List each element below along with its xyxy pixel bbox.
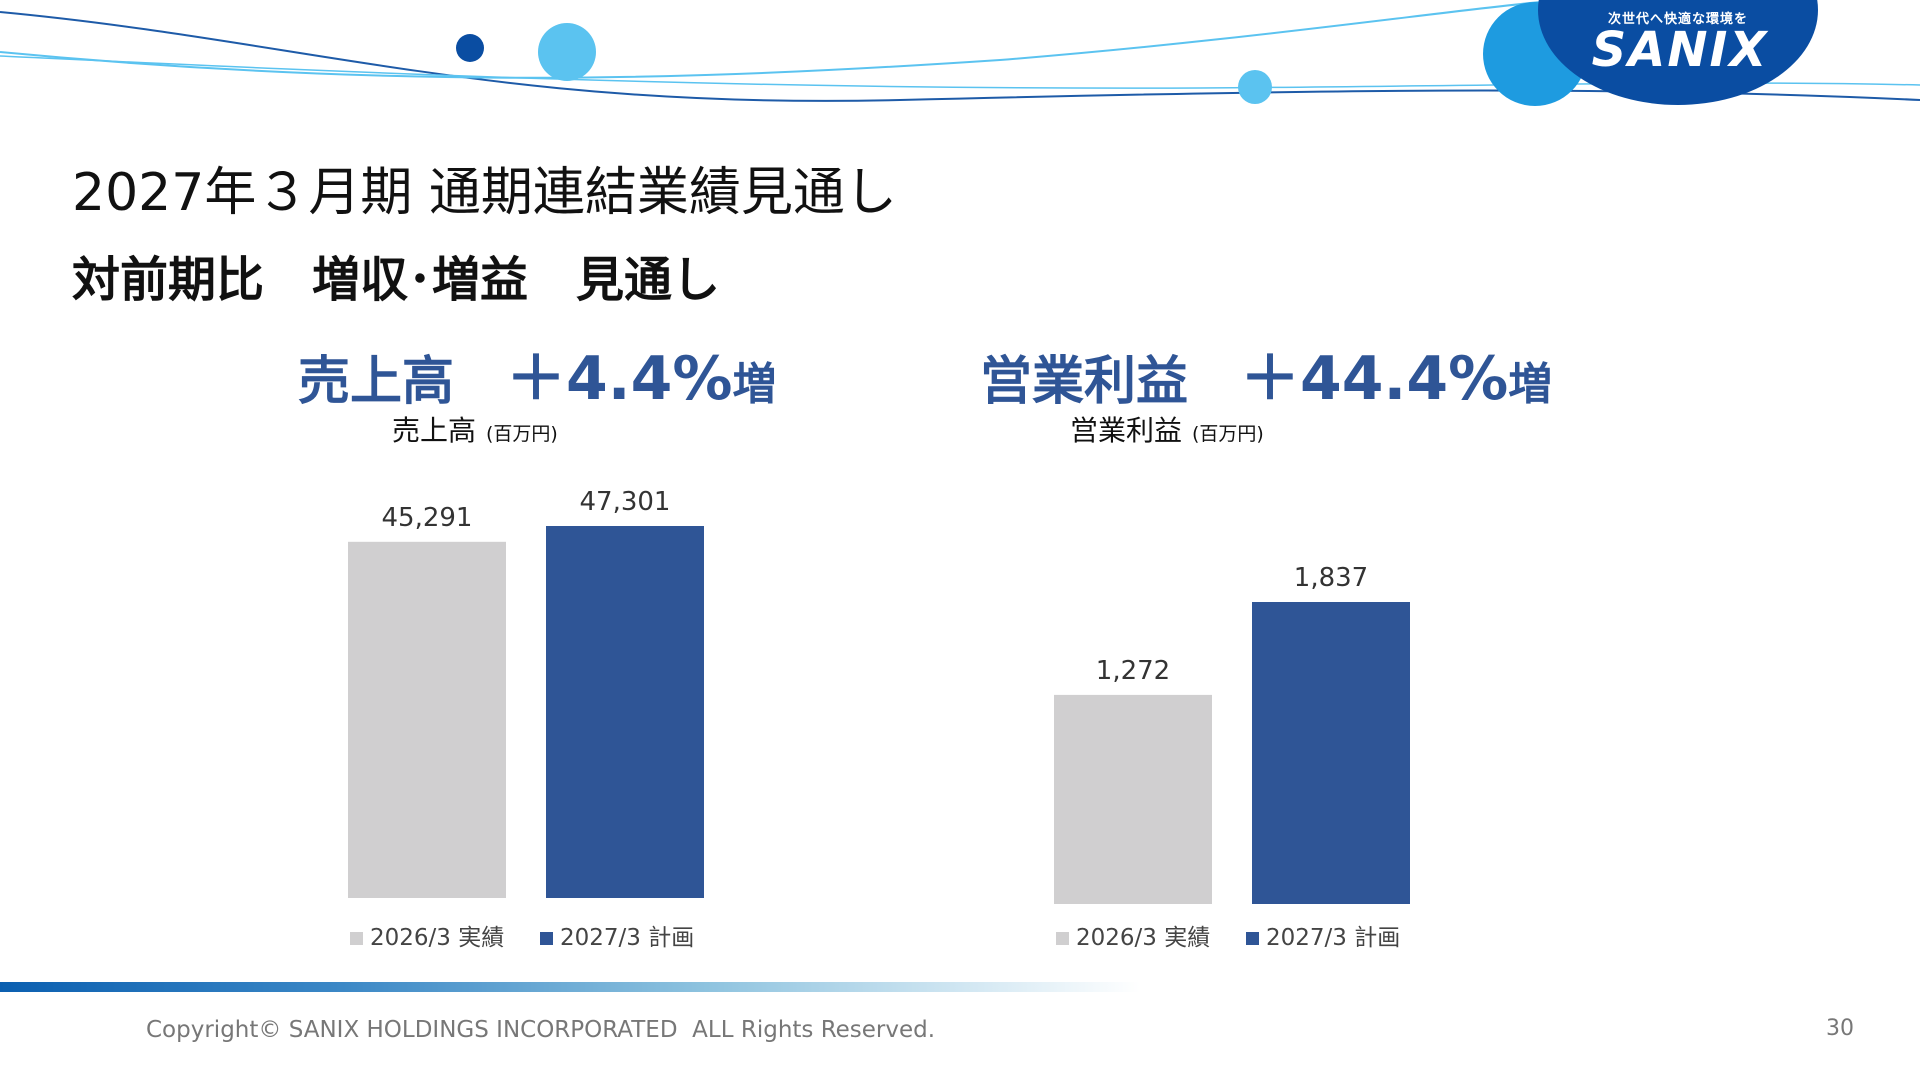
chart-title: 営業利益 <box>1070 414 1182 447</box>
kpi-sales: 売上高 ＋4.4%増 <box>298 330 776 417</box>
deco-dot-small <box>1238 70 1272 104</box>
data-label: 1,272 <box>1096 656 1170 686</box>
kpi-operating-profit: 営業利益 ＋44.4%増 <box>980 330 1552 417</box>
bar-plan <box>1252 602 1410 904</box>
sales-chart: 売上高 (百万円) 45,291 47,301 2026/3 実績 2027/3 計画 <box>348 414 704 951</box>
legend-label: 2026/3 実績 <box>1076 925 1210 951</box>
deco-dot-dark <box>456 34 484 62</box>
operating-profit-chart: 営業利益 (百万円) 1,272 1,837 2026/3 実績 2027/3 計画 <box>1054 414 1410 951</box>
page-title: 2027年３月期 通期連結業績見通し <box>72 163 897 223</box>
kpi-suffix: 増 <box>1508 359 1553 410</box>
kpi-label: 売上高 <box>298 352 455 412</box>
chart-title: 売上高 <box>392 414 476 447</box>
data-label: 45,291 <box>382 503 473 533</box>
deco-dot-light <box>538 23 596 81</box>
bar-actual <box>348 541 506 898</box>
chart-unit: (百万円) <box>486 423 558 445</box>
data-label: 47,301 <box>580 487 671 517</box>
legend-label: 2027/3 計画 <box>1266 925 1400 951</box>
kpi-suffix: 増 <box>732 359 777 410</box>
chart-unit: (百万円) <box>1192 423 1264 445</box>
legend-swatch <box>540 932 553 945</box>
bar-actual <box>1054 694 1212 904</box>
page-number: 30 <box>1826 1016 1854 1041</box>
logo: 次世代へ快適な環境を SANIX <box>0 0 1920 120</box>
bar-plan <box>546 526 704 898</box>
kpi-label: 営業利益 <box>980 352 1189 412</box>
footer-gradient-bar <box>0 982 1140 992</box>
data-label: 1,837 <box>1294 563 1368 593</box>
kpi-value: ＋44.4% <box>1240 344 1509 414</box>
logo-tagline: 次世代へ快適な環境を <box>1607 12 1748 27</box>
logo-name: SANIX <box>1591 22 1769 78</box>
legend-label: 2027/3 計画 <box>560 925 694 951</box>
header-decoration <box>0 0 1920 106</box>
copyright: Copyright© SANIX HOLDINGS INCORPORATED A… <box>146 1017 936 1043</box>
legend-label: 2026/3 実績 <box>370 925 504 951</box>
kpi-value: ＋4.4% <box>506 344 733 414</box>
legend-swatch <box>1056 932 1069 945</box>
legend-swatch <box>350 932 363 945</box>
page-subtitle: 対前期比 増収･増益 見通し <box>72 252 721 308</box>
logo-ellipse <box>1538 0 1818 105</box>
legend-swatch <box>1246 932 1259 945</box>
